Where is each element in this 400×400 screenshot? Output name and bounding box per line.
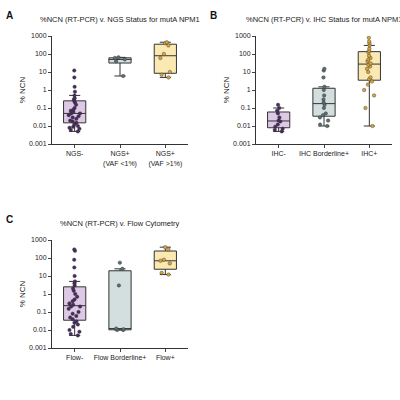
svg-text:100: 100 — [35, 254, 47, 261]
svg-text:% NCN: % NCN — [222, 76, 231, 103]
svg-text:0.1: 0.1 — [241, 104, 251, 111]
svg-text:Flow-: Flow- — [66, 354, 84, 361]
svg-text:0.001: 0.001 — [233, 140, 251, 147]
svg-text:10: 10 — [39, 68, 47, 75]
svg-text:NGS+(VAF <1%): NGS+(VAF <1%) — [103, 150, 137, 167]
svg-text:NGS-: NGS- — [66, 150, 84, 157]
svg-text:10: 10 — [243, 68, 251, 75]
svg-text:%NCN (RT-PCR) v. IHC Status fo: %NCN (RT-PCR) v. IHC Status for mutA NPM… — [246, 15, 400, 24]
svg-text:IHC Borderline+: IHC Borderline+ — [299, 150, 349, 157]
svg-text:1: 1 — [247, 86, 251, 93]
svg-text:C: C — [6, 214, 13, 225]
svg-text:100: 100 — [35, 50, 47, 57]
svg-text:%NCN (RT-PCR) v. Flow Cytometr: %NCN (RT-PCR) v. Flow Cytometry — [60, 219, 180, 228]
svg-text:B: B — [210, 10, 217, 21]
svg-text:10: 10 — [39, 272, 47, 279]
svg-text:IHC+: IHC+ — [361, 150, 377, 157]
svg-text:1000: 1000 — [235, 32, 251, 39]
svg-text:0.01: 0.01 — [33, 122, 47, 129]
svg-text:1: 1 — [43, 290, 47, 297]
svg-text:0.001: 0.001 — [29, 140, 47, 147]
svg-text:IHC-: IHC- — [271, 150, 286, 157]
svg-text:%NCN (RT-PCR) v. NGS Status fo: %NCN (RT-PCR) v. NGS Status for mutA NPM… — [40, 15, 200, 24]
svg-text:0.01: 0.01 — [237, 122, 251, 129]
svg-text:% NCN: % NCN — [18, 280, 27, 307]
svg-text:A: A — [6, 10, 13, 21]
svg-text:0.01: 0.01 — [33, 326, 47, 333]
svg-text:1: 1 — [43, 86, 47, 93]
svg-text:Flow+: Flow+ — [156, 354, 175, 361]
svg-text:0.1: 0.1 — [37, 104, 47, 111]
svg-text:1000: 1000 — [31, 32, 47, 39]
svg-text:100: 100 — [239, 50, 251, 57]
svg-text:% NCN: % NCN — [18, 76, 27, 103]
svg-text:0.1: 0.1 — [37, 308, 47, 315]
svg-text:Flow Borderline+: Flow Borderline+ — [94, 354, 147, 361]
svg-text:NGS+(VAF >1%): NGS+(VAF >1%) — [148, 150, 182, 167]
svg-text:0.001: 0.001 — [29, 344, 47, 351]
svg-text:1000: 1000 — [31, 236, 47, 243]
